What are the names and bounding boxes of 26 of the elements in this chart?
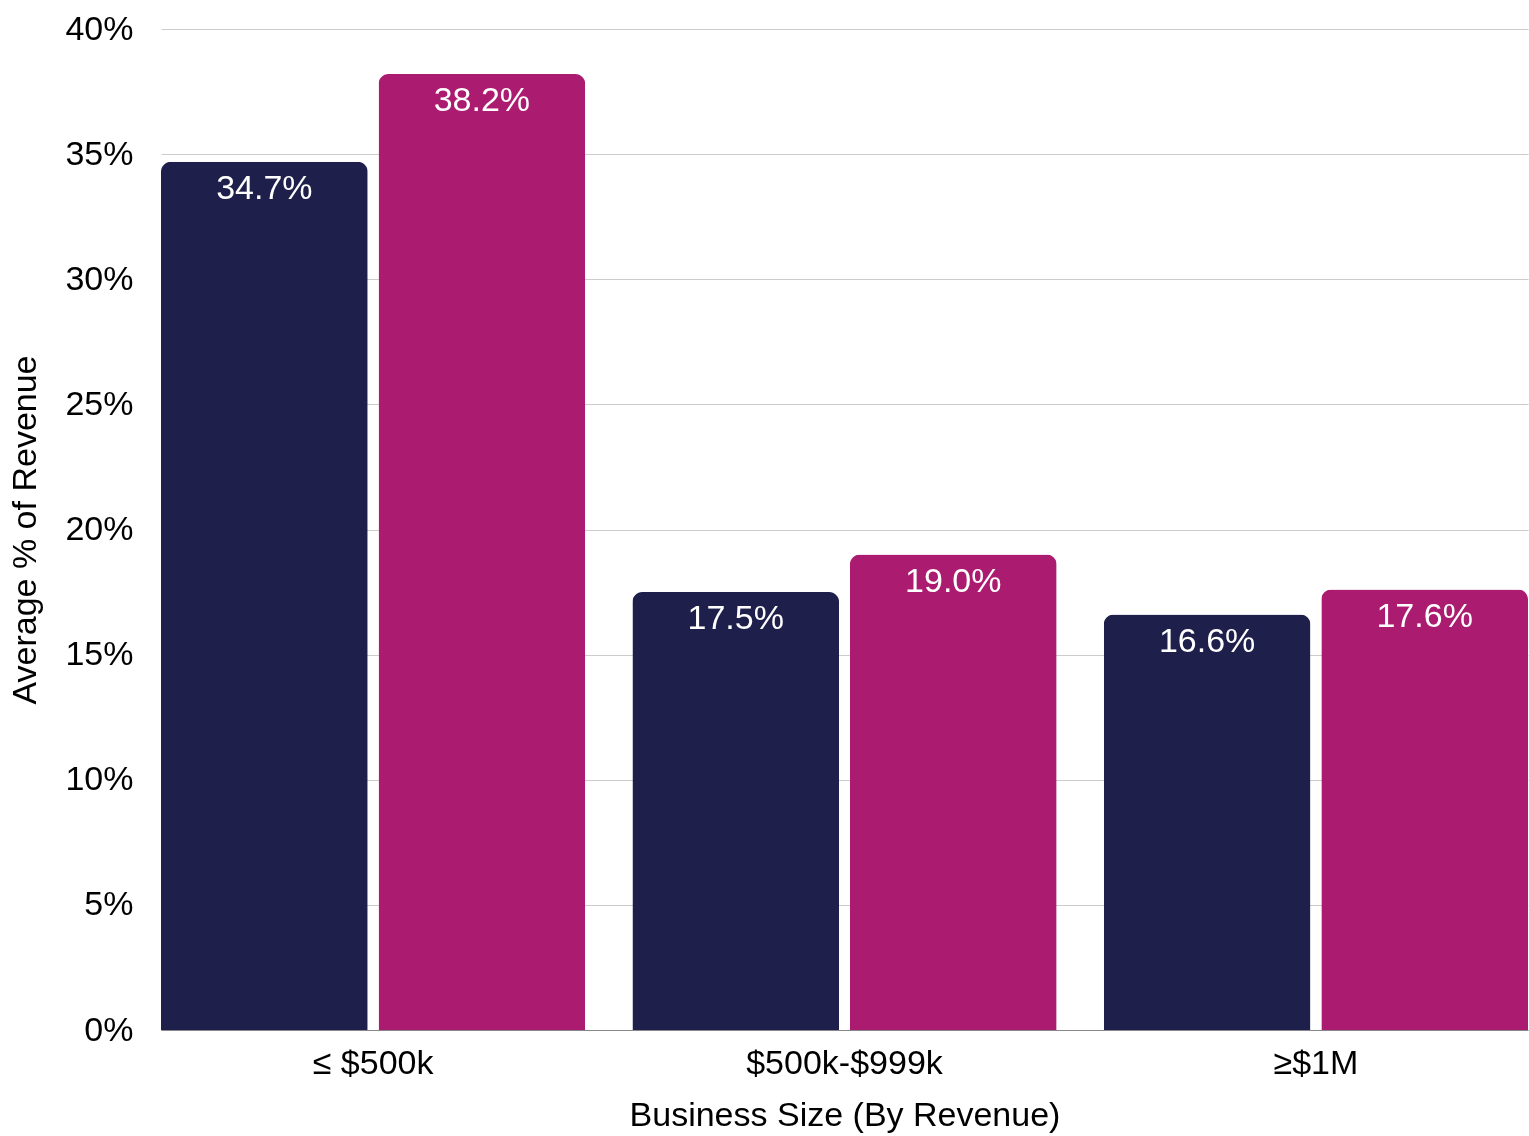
y-tick-label: 15% [65,634,134,673]
data-label: 17.5% [687,598,784,637]
y-tick-label: 20% [65,509,134,547]
x-tick-label: $500k-$999k [746,1042,944,1081]
y-axis-title: Average % of Revenue [5,355,44,705]
y-tick-label: 25% [65,383,134,422]
bar [1321,589,1528,1030]
x-tick-label: ≤ $500k [312,1042,435,1081]
data-label: 19.0% [905,560,1002,599]
bar [849,554,1057,1030]
bar [632,592,840,1030]
bar [161,161,368,1030]
data-label: 38.2% [433,80,531,119]
data-label: 16.6% [1158,620,1256,659]
data-label: 34.7% [216,167,313,206]
y-tick-label: 35% [65,133,134,172]
y-tick-label: 0% [84,1009,134,1048]
y-tick-label: 5% [84,884,134,923]
x-axis-title: Business Size (By Revenue) [629,1094,1061,1133]
data-label: 17.6% [1376,595,1473,634]
x-tick-label: ≥$1M [1273,1042,1359,1081]
bar [1103,614,1311,1030]
y-tick-label: 40% [65,8,134,47]
bar [378,74,586,1030]
y-tick-label: 10% [65,759,134,798]
y-tick-label: 30% [65,258,134,297]
